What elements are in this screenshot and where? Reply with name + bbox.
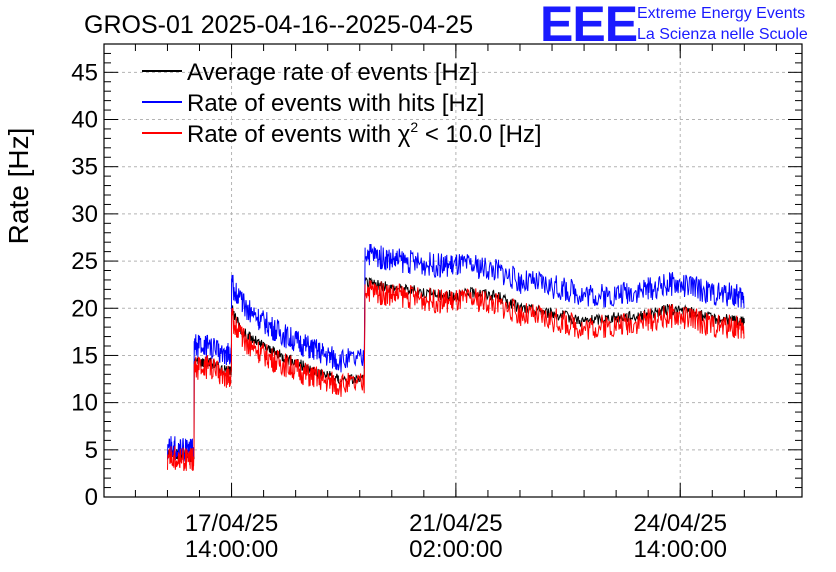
y-tick-label: 0 (85, 484, 98, 511)
logo-line-1: Extreme Energy Events (637, 5, 805, 22)
series-line (167, 276, 745, 463)
legend-label-hits: Rate of events with hits [Hz] (187, 90, 484, 117)
x-tick-time-label: 14:00:00 (185, 536, 278, 563)
x-tick-time-label: 14:00:00 (634, 536, 727, 563)
axis-layer: 05101520253035404517/04/2514:00:0021/04/… (71, 44, 802, 563)
legend: Average rate of events [Hz] Rate of even… (142, 59, 542, 148)
y-tick-label: 30 (71, 201, 98, 228)
x-tick-date-label: 24/04/25 (634, 510, 727, 537)
logo-line-2: La Scienza nelle Scuole (637, 26, 808, 43)
y-tick-label: 5 (85, 437, 98, 464)
eee-logo-mark: EEE (540, 0, 637, 52)
y-axis-label: Rate [Hz] (3, 128, 34, 245)
x-tick-time-label: 02:00:00 (409, 536, 502, 563)
chart-title: GROS-01 2025-04-16--2025-04-25 (84, 11, 473, 39)
series-line (167, 243, 745, 462)
y-tick-label: 40 (71, 107, 98, 134)
y-tick-label: 25 (71, 248, 98, 275)
x-tick-date-label: 17/04/25 (185, 510, 278, 537)
series-layer (167, 243, 745, 472)
y-tick-label: 35 (71, 154, 98, 181)
y-tick-label: 45 (71, 59, 98, 86)
series-line (167, 280, 745, 472)
y-tick-label: 10 (71, 390, 98, 417)
legend-label-chi2: Rate of events with χ2 < 10.0 [Hz] (187, 119, 542, 148)
y-tick-label: 15 (71, 342, 98, 369)
x-tick-date-label: 21/04/25 (409, 510, 502, 537)
y-tick-label: 20 (71, 295, 98, 322)
legend-label-average: Average rate of events [Hz] (187, 59, 477, 86)
